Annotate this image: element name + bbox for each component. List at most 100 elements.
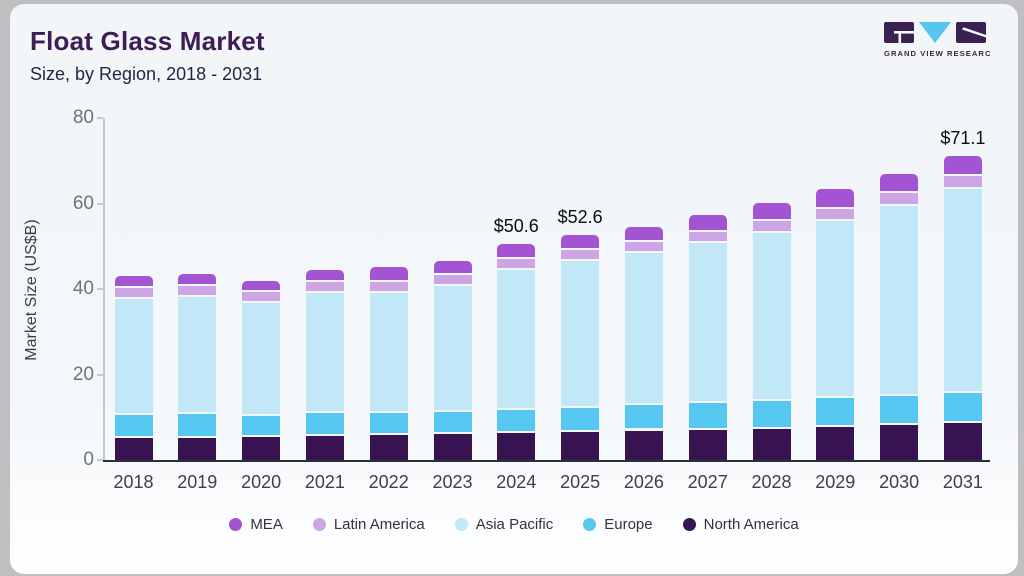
bar-segment-europe-2019 [178,414,217,438]
bar-segment-mea-2021 [305,270,344,283]
bar-segment-north-america-2019 [178,437,217,460]
logo-wordmark: GRAND VIEW RESEARCH [884,49,992,58]
bar-segment-europe-2030 [880,395,919,425]
x-tick-label-2020: 2020 [241,472,282,492]
bar-segment-asia-pacific-2021 [305,293,344,414]
x-tick-label-2025: 2025 [560,472,601,492]
bar-segment-latin-america-2025 [561,250,600,262]
bar-segment-mea-2030 [880,174,919,193]
x-tick-label-2026: 2026 [623,472,664,492]
x-tick-label-2021: 2021 [304,472,345,492]
bar-segment-mea-2022 [369,267,408,282]
x-tick-label-2023: 2023 [432,472,473,492]
legend-swatch-icon [583,518,597,531]
legend-swatch-icon [312,518,326,531]
bar-segment-asia-pacific-2029 [816,220,855,399]
y-tick-mark [97,117,103,119]
bar-segment-latin-america-2029 [816,209,855,221]
bar-segment-north-america-2030 [880,424,919,460]
bar-segment-latin-america-2031 [943,176,982,190]
bar-value-label-2024: $50.6 [493,215,539,236]
bar-segment-north-america-2027 [688,429,727,460]
legend-label: Asia Pacific [475,516,554,533]
bar-segment-asia-pacific-2025 [561,261,600,408]
bar-segment-europe-2025 [561,407,600,432]
bar-segment-latin-america-2028 [752,220,791,233]
legend-item-north-america: North America [682,516,799,533]
bar-segment-latin-america-2021 [305,282,344,294]
y-axis-title: Market Size (US$B) [23,219,40,361]
bar-segment-latin-america-2030 [880,192,919,207]
bar-segment-europe-2023 [433,411,472,434]
x-tick-label-2019: 2019 [177,472,218,492]
bar-segment-north-america-2026 [624,430,663,460]
x-tick-label-2022: 2022 [368,472,409,492]
bar-segment-europe-2024 [497,409,536,434]
bar-segment-europe-2029 [816,398,855,428]
bar-segment-latin-america-2019 [178,286,217,298]
bar-segment-asia-pacific-2022 [369,292,408,414]
bar-value-label-2031: $71.1 [940,128,986,149]
legend-swatch-icon [682,518,696,531]
grand-view-research-logo: GRAND VIEW RESEARCH [884,22,992,58]
bar-segment-europe-2020 [242,415,281,438]
bar-segment-asia-pacific-2020 [242,303,281,416]
bar-segment-mea-2027 [688,214,727,232]
bar-segment-europe-2031 [943,392,982,423]
bar-segment-mea-2024 [497,243,536,260]
bar-segment-north-america-2028 [752,428,791,460]
logo-v-triangle [919,22,951,43]
bar-segment-europe-2028 [752,400,791,429]
bar-segment-latin-america-2023 [433,275,472,287]
bar-segment-north-america-2031 [943,422,982,460]
bar-segment-north-america-2025 [561,431,600,460]
legend-label: North America [703,516,799,533]
x-tick-label-2028: 2028 [751,472,792,492]
chart-card: Float Glass Market Size, by Region, 2018… [10,4,1018,574]
bar-segment-europe-2027 [688,402,727,430]
page-subtitle: Size, by Region, 2018 - 2031 [30,64,263,84]
bar-segment-asia-pacific-2030 [880,206,919,396]
bar-segment-asia-pacific-2024 [497,270,536,410]
bar-segment-asia-pacific-2027 [688,242,727,403]
bar-segment-europe-2026 [624,405,663,431]
legend-label: Latin America [333,516,425,533]
x-axis-line [103,460,990,462]
legend-item-asia-pacific: Asia Pacific [454,516,554,533]
legend-item-europe: Europe [583,516,653,533]
legend-swatch-icon [454,518,468,531]
bar-segment-north-america-2020 [242,437,281,460]
bar-segment-north-america-2021 [305,436,344,460]
bar-segment-europe-2022 [369,413,408,436]
y-tick-label: 0 [83,449,94,470]
y-tick-label: 20 [72,363,94,385]
bar-segment-mea-2028 [752,202,791,221]
bar-segment-mea-2025 [561,235,600,251]
bar-segment-europe-2021 [305,413,344,437]
bar-value-label-2025: $52.6 [557,207,603,228]
bar-segment-north-america-2023 [433,433,472,460]
bar-segment-mea-2026 [624,227,663,242]
y-axis-line [103,118,105,460]
bar-segment-asia-pacific-2018 [114,298,153,415]
bar-segment-asia-pacific-2028 [752,232,791,401]
legend-swatch-icon [229,518,243,531]
bar-segment-latin-america-2018 [114,288,153,299]
bar-segment-asia-pacific-2019 [178,297,217,415]
legend-label: Europe [604,516,653,533]
bar-segment-mea-2019 [178,274,217,286]
y-tick-mark [97,459,103,461]
bar-segment-latin-america-2024 [497,259,536,271]
legend-item-mea: MEA [229,516,283,533]
bar-segment-north-america-2029 [816,427,855,460]
y-tick-mark [97,373,103,376]
bar-segment-europe-2018 [114,414,153,439]
bar-segment-mea-2029 [816,189,855,210]
page-title: Float Glass Market [30,26,265,56]
bar-segment-north-america-2022 [369,435,408,460]
y-tick-label: 60 [72,192,94,214]
bar-segment-latin-america-2020 [242,292,281,304]
stacked-bar-chart: Market Size (US$B) 0 20 40 60 80 2018 2019 2020… [10,4,1018,574]
x-tick-label-2029: 2029 [815,472,856,492]
x-tick-label-2031: 2031 [942,472,983,492]
